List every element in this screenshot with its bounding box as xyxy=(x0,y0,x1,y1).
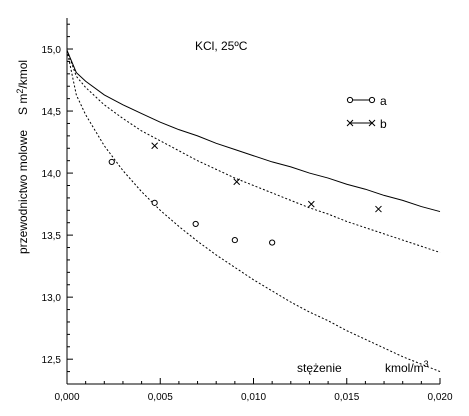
y-axis-label-text: przewodnictwo molowe xyxy=(16,130,30,254)
legend-item-a: a xyxy=(346,94,387,108)
y-tick-label: 12,5 xyxy=(42,355,62,366)
x-tick-label: 0,015 xyxy=(334,392,359,403)
data-point-a xyxy=(151,199,158,206)
curves xyxy=(66,50,441,373)
legend: a b xyxy=(346,94,387,131)
y-axis-unit-tail: /kmol xyxy=(16,60,30,89)
data-point-a xyxy=(192,220,199,228)
y-axis-label: przewodnictwo molowe xyxy=(16,130,30,254)
data-point-b xyxy=(151,142,159,150)
y-axis-unit-base: S m xyxy=(16,94,30,115)
x-ticks: 0,000 0,005 0,010 0,015 0,020 xyxy=(54,378,453,403)
data-point-b xyxy=(307,200,315,208)
chart-title: KCl, 25ºC xyxy=(195,39,248,53)
x-axis-unit: kmol/m3 xyxy=(385,359,429,375)
series-line-1 xyxy=(66,50,441,213)
y-tick-label: 14,5 xyxy=(42,107,62,118)
data-point-a xyxy=(108,158,115,166)
x-tick-label: 0,020 xyxy=(427,392,452,403)
x-tick-label: 0,005 xyxy=(148,392,173,403)
legend-marker-a-right xyxy=(368,96,376,104)
y-tick-label: 15,0 xyxy=(42,45,62,56)
data-point-a xyxy=(269,239,276,246)
data-point-b xyxy=(375,205,382,213)
y-tick-label: 13,0 xyxy=(42,293,62,304)
x-tick-label: 0,000 xyxy=(54,392,79,403)
x-axis-label: stężenie xyxy=(297,361,342,375)
data-point-b xyxy=(233,178,241,186)
legend-item-b: b xyxy=(346,117,387,131)
legend-marker-a-left xyxy=(346,96,354,104)
x-axis-unit-superscript: 3 xyxy=(424,359,429,369)
y-axis-unit: S m2/kmol xyxy=(15,60,30,115)
x-axis-unit-base: kmol/m xyxy=(385,361,424,375)
legend-marker-b-right xyxy=(368,119,376,127)
legend-label-a: a xyxy=(380,94,387,108)
x-tick-label: 0,010 xyxy=(241,392,266,403)
markers xyxy=(108,142,382,246)
y-tick-label: 14,0 xyxy=(42,169,62,180)
y-tick-label: 13,5 xyxy=(42,231,62,242)
legend-label-b: b xyxy=(380,117,387,131)
data-point-a xyxy=(231,236,238,244)
y-axis-unit-superscript: 2 xyxy=(15,89,25,94)
legend-marker-b-left xyxy=(346,119,354,127)
y-ticks: 12,5 13,0 13,5 14,0 14,5 15,0 xyxy=(42,23,73,373)
